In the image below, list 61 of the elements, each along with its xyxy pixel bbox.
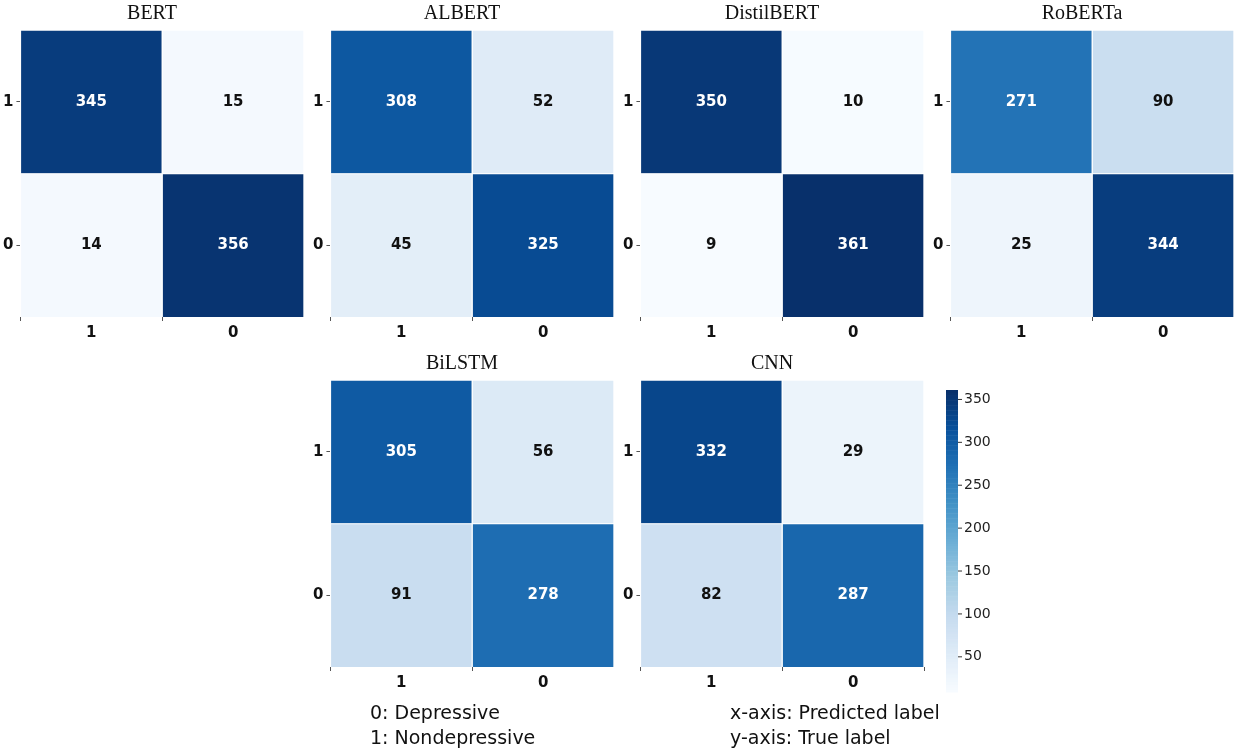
data-label: 52 <box>532 91 554 110</box>
y-tick-label: 1 <box>623 91 634 110</box>
color-bar-label: 50 <box>964 647 982 664</box>
data-label: 325 <box>527 235 559 254</box>
x-tick-label: 1 <box>396 672 407 691</box>
x-tick-label: 0 <box>847 672 859 691</box>
text: 1: Nondepressive <box>370 725 537 749</box>
data-label: 45 <box>390 235 412 254</box>
data-label: 332 <box>695 441 727 460</box>
data-label: 345 <box>75 91 107 110</box>
data-label: 271 <box>1005 91 1037 110</box>
x-tick-label: 0 <box>537 672 549 691</box>
data-label: 344 <box>1147 235 1179 254</box>
y-tick-label: 0 <box>313 235 324 254</box>
data-label: 82 <box>700 585 722 604</box>
color-bar-label: 250 <box>964 475 991 492</box>
data-label: 91 <box>390 585 412 604</box>
y-tick-label: 0 <box>623 235 634 254</box>
color-bar-label: 150 <box>964 561 991 578</box>
x-tick-label: 0 <box>847 322 859 341</box>
x-tick-label: 0 <box>227 322 239 341</box>
data-label: 25 <box>1010 235 1032 254</box>
color-bar-label: 300 <box>964 432 991 449</box>
x-tick-label: 0 <box>537 322 549 341</box>
y-tick-label: 1 <box>313 441 324 460</box>
chart-title: BERT <box>127 1 177 24</box>
chart-title: DistilBERT <box>724 1 820 24</box>
data-label: 9 <box>706 235 717 254</box>
x-tick-label: 1 <box>706 672 717 691</box>
chart-title: ALBERT <box>423 1 501 24</box>
color-bar-label: 350 <box>964 390 991 407</box>
color-bar-label: 200 <box>964 518 991 535</box>
data-label: 305 <box>385 441 417 460</box>
data-label: 56 <box>532 441 554 460</box>
x-tick-label: 1 <box>86 322 97 341</box>
data-label: 90 <box>1152 91 1174 110</box>
data-label: 356 <box>217 235 249 254</box>
y-tick-label: 0 <box>313 585 324 604</box>
x-tick-label: 1 <box>1016 322 1027 341</box>
text: 0: Depressive <box>370 700 501 725</box>
x-tick-label: 1 <box>706 322 717 341</box>
x-tick-label: 0 <box>1157 322 1169 341</box>
y-tick-label: 0 <box>623 585 634 604</box>
y-tick-label: 1 <box>623 441 634 460</box>
data-label: 15 <box>222 91 244 110</box>
text: x-axis: Predicted label <box>730 700 941 725</box>
color-bar-label: 100 <box>964 604 991 621</box>
data-label: 350 <box>695 91 727 110</box>
data-label: 29 <box>842 441 864 460</box>
chart-title: CNN <box>750 351 794 374</box>
data-label: 10 <box>842 91 864 110</box>
text: y-axis: True label <box>730 725 892 749</box>
data-label: 287 <box>837 585 869 604</box>
chart-title: BiLSTM <box>425 351 499 374</box>
y-tick-label: 1 <box>313 91 324 110</box>
x-tick-label: 1 <box>396 322 407 341</box>
data-label: 278 <box>527 585 559 604</box>
chart-title: RoBERTa <box>1041 1 1123 24</box>
data-label: 361 <box>837 235 869 254</box>
data-label: 14 <box>80 235 102 254</box>
data-label: 308 <box>385 91 417 110</box>
